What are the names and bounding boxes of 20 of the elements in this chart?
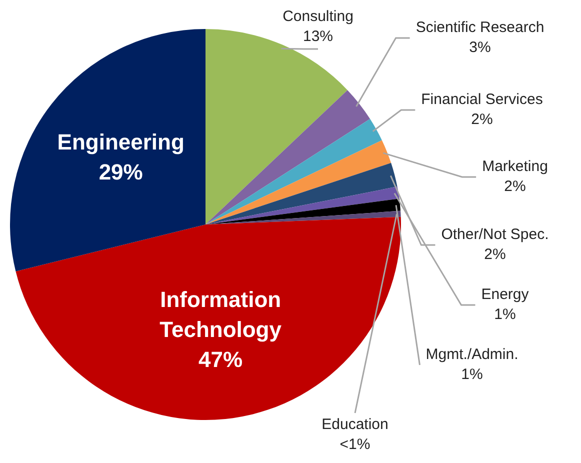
slice-label: Energy — [481, 286, 530, 304]
data-label: 2% — [504, 178, 526, 196]
data-label: 1% — [494, 306, 516, 324]
data-label: 2% — [471, 111, 493, 128]
data-label: 1% — [461, 366, 483, 384]
data-label: 2% — [484, 246, 506, 264]
slice-label: Information Technology — [160, 287, 282, 342]
slice-label: Marketing — [482, 158, 548, 176]
slice-label: Consulting — [282, 8, 354, 26]
slice-label: Financial Services — [421, 91, 543, 108]
slice-label: Mgmt./Admin. — [426, 346, 518, 364]
slice-label: Education — [322, 416, 388, 434]
data-label: 3% — [469, 39, 491, 56]
slice-label: Other/Not Spec. — [441, 226, 549, 244]
data-label: 47% — [198, 347, 243, 372]
data-label: <1% — [340, 436, 370, 454]
data-label: 29% — [98, 159, 143, 184]
slice-label: Scientific Research — [416, 19, 544, 36]
data-label: 13% — [302, 28, 334, 46]
slice-label: Engineering — [57, 129, 184, 154]
